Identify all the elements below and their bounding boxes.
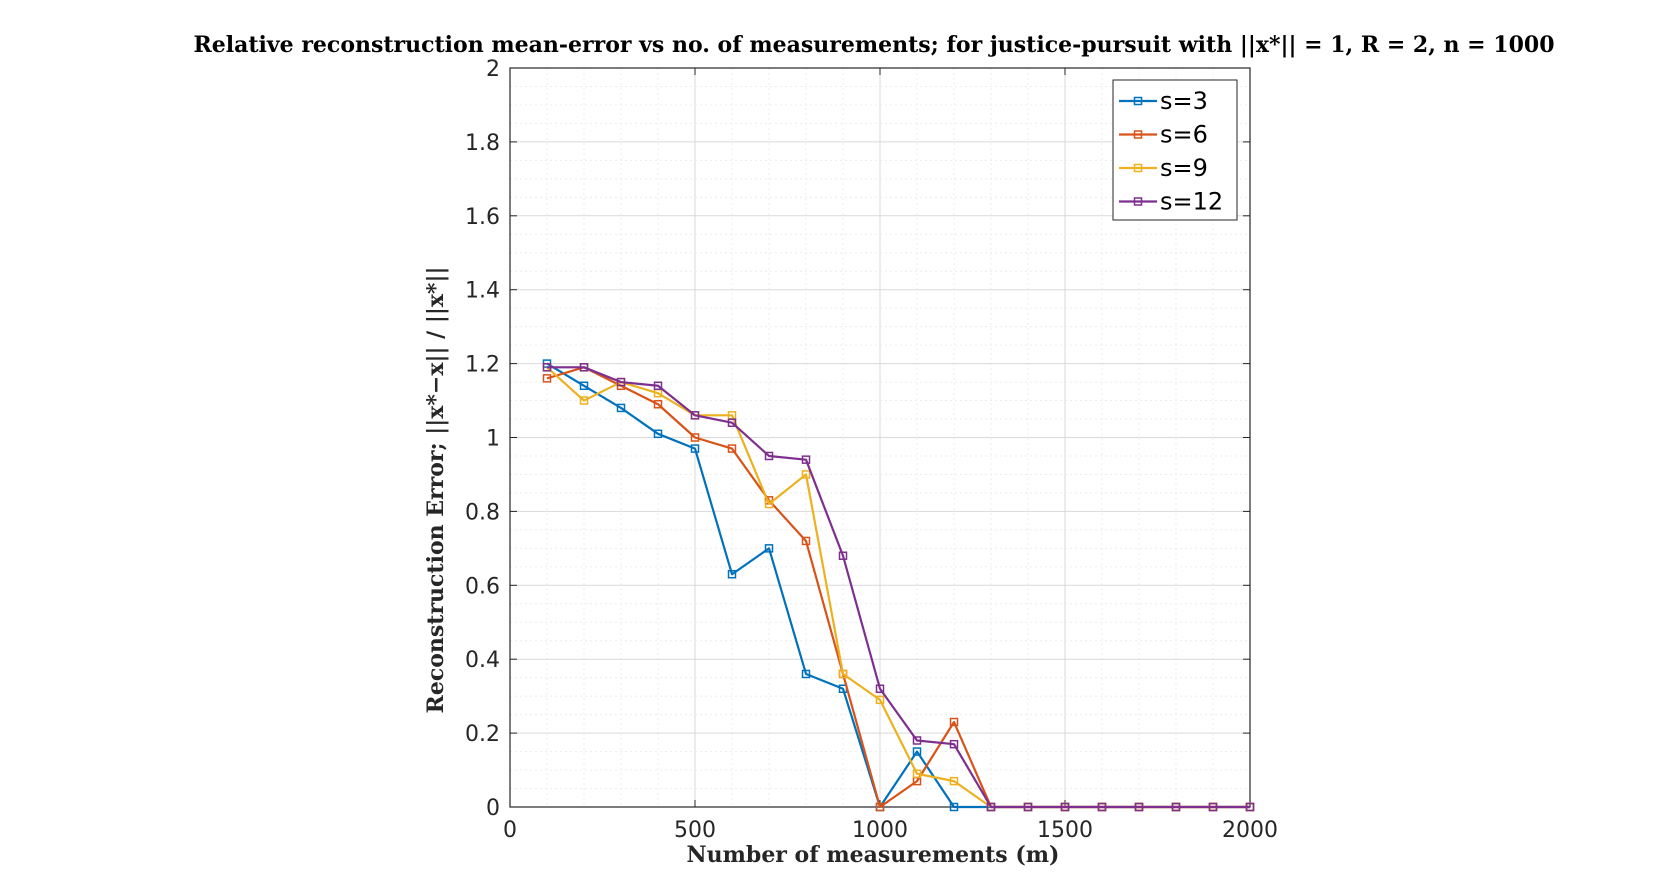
data-point — [727, 569, 737, 579]
data-point — [579, 381, 589, 391]
y-tick-label: 1 — [486, 427, 500, 452]
data-point — [727, 418, 737, 427]
data-point — [542, 363, 552, 372]
data-point — [949, 776, 959, 786]
data-point — [912, 769, 922, 778]
data-point — [875, 684, 885, 694]
legend-box — [1112, 79, 1238, 221]
data-point — [875, 802, 885, 812]
data-point — [1060, 802, 1070, 812]
series-line — [547, 366, 1250, 809]
legend-swatch-marker — [1133, 96, 1143, 106]
data-point — [949, 739, 959, 749]
legend-swatch-marker — [1133, 130, 1143, 139]
x-tick-label: 0 — [503, 818, 517, 843]
data-point — [764, 451, 774, 461]
series-lines — [542, 359, 1255, 812]
series-s=9 — [542, 363, 1255, 812]
data-point — [690, 411, 700, 420]
x-tick-label: 2000 — [1222, 818, 1278, 843]
chart-title: Relative reconstruction mean-error vs no… — [193, 32, 1554, 58]
data-point — [1171, 802, 1181, 812]
data-point — [616, 377, 626, 387]
data-point — [949, 717, 959, 727]
legend-swatch-marker — [1133, 163, 1143, 173]
data-point — [1245, 802, 1255, 812]
data-point — [801, 470, 811, 479]
y-tick-label: 1.4 — [465, 279, 500, 304]
series-line — [546, 366, 1250, 809]
series-s=12 — [542, 363, 1255, 812]
data-point — [764, 499, 774, 509]
legend: s=3 s=6 s=9 s=12 — [1112, 79, 1238, 221]
x-axis-label: Number of measurements (m) — [687, 842, 1060, 868]
y-tick-label: 0 — [486, 796, 500, 821]
y-tick-label: 1.6 — [465, 205, 500, 230]
series-line — [546, 366, 1250, 809]
data-point — [1097, 802, 1107, 812]
x-tick-label: 1500 — [1037, 818, 1093, 843]
data-point — [579, 396, 589, 405]
data-point — [690, 433, 700, 442]
data-point — [949, 802, 959, 812]
y-tick-label: 1.8 — [465, 131, 500, 156]
x-tick-label: 500 — [674, 818, 716, 843]
y-tick-label: 0.6 — [465, 574, 500, 599]
y-tick-label: 2 — [486, 57, 500, 82]
y-tick-label: 1.2 — [465, 353, 500, 378]
y-tick-label: 0.4 — [465, 648, 500, 673]
legend-entry-label: s=3 — [1160, 87, 1208, 115]
data-point — [801, 455, 811, 464]
data-point — [690, 444, 700, 453]
data-point — [653, 429, 663, 439]
axis-ticks: 0 500 1000 1500 2000 0 0.2 0.4 0.6 0.8 1 1.2 1.4 1.6 1… — [465, 57, 1278, 843]
x-tick-label: 1000 — [852, 818, 908, 843]
data-point — [653, 381, 663, 391]
data-point — [912, 736, 922, 745]
data-point — [1208, 802, 1218, 812]
y-axis-label: Reconstruction Error; ||x*−x|| / ||x*|| — [423, 267, 449, 714]
data-point — [801, 669, 811, 679]
data-point — [542, 374, 552, 383]
y-tick-label: 0.8 — [465, 500, 500, 525]
data-point — [616, 403, 626, 413]
data-point — [727, 444, 737, 453]
data-point — [801, 536, 811, 546]
legend-swatch-marker — [1133, 197, 1143, 206]
data-point — [1023, 802, 1033, 812]
legend-entry-label: s=9 — [1160, 154, 1208, 182]
data-point — [912, 747, 922, 756]
legend-entry-label: s=12 — [1160, 188, 1223, 216]
data-point — [1134, 802, 1144, 812]
data-point — [875, 695, 885, 705]
data-point — [986, 802, 996, 812]
data-point — [653, 399, 663, 409]
data-point — [838, 669, 848, 679]
legend-entry-label: s=6 — [1160, 121, 1208, 149]
data-point — [579, 363, 589, 372]
series-s=6 — [542, 363, 1255, 812]
y-tick-label: 0.2 — [465, 722, 500, 747]
data-point — [838, 551, 848, 560]
data-point — [764, 544, 774, 553]
